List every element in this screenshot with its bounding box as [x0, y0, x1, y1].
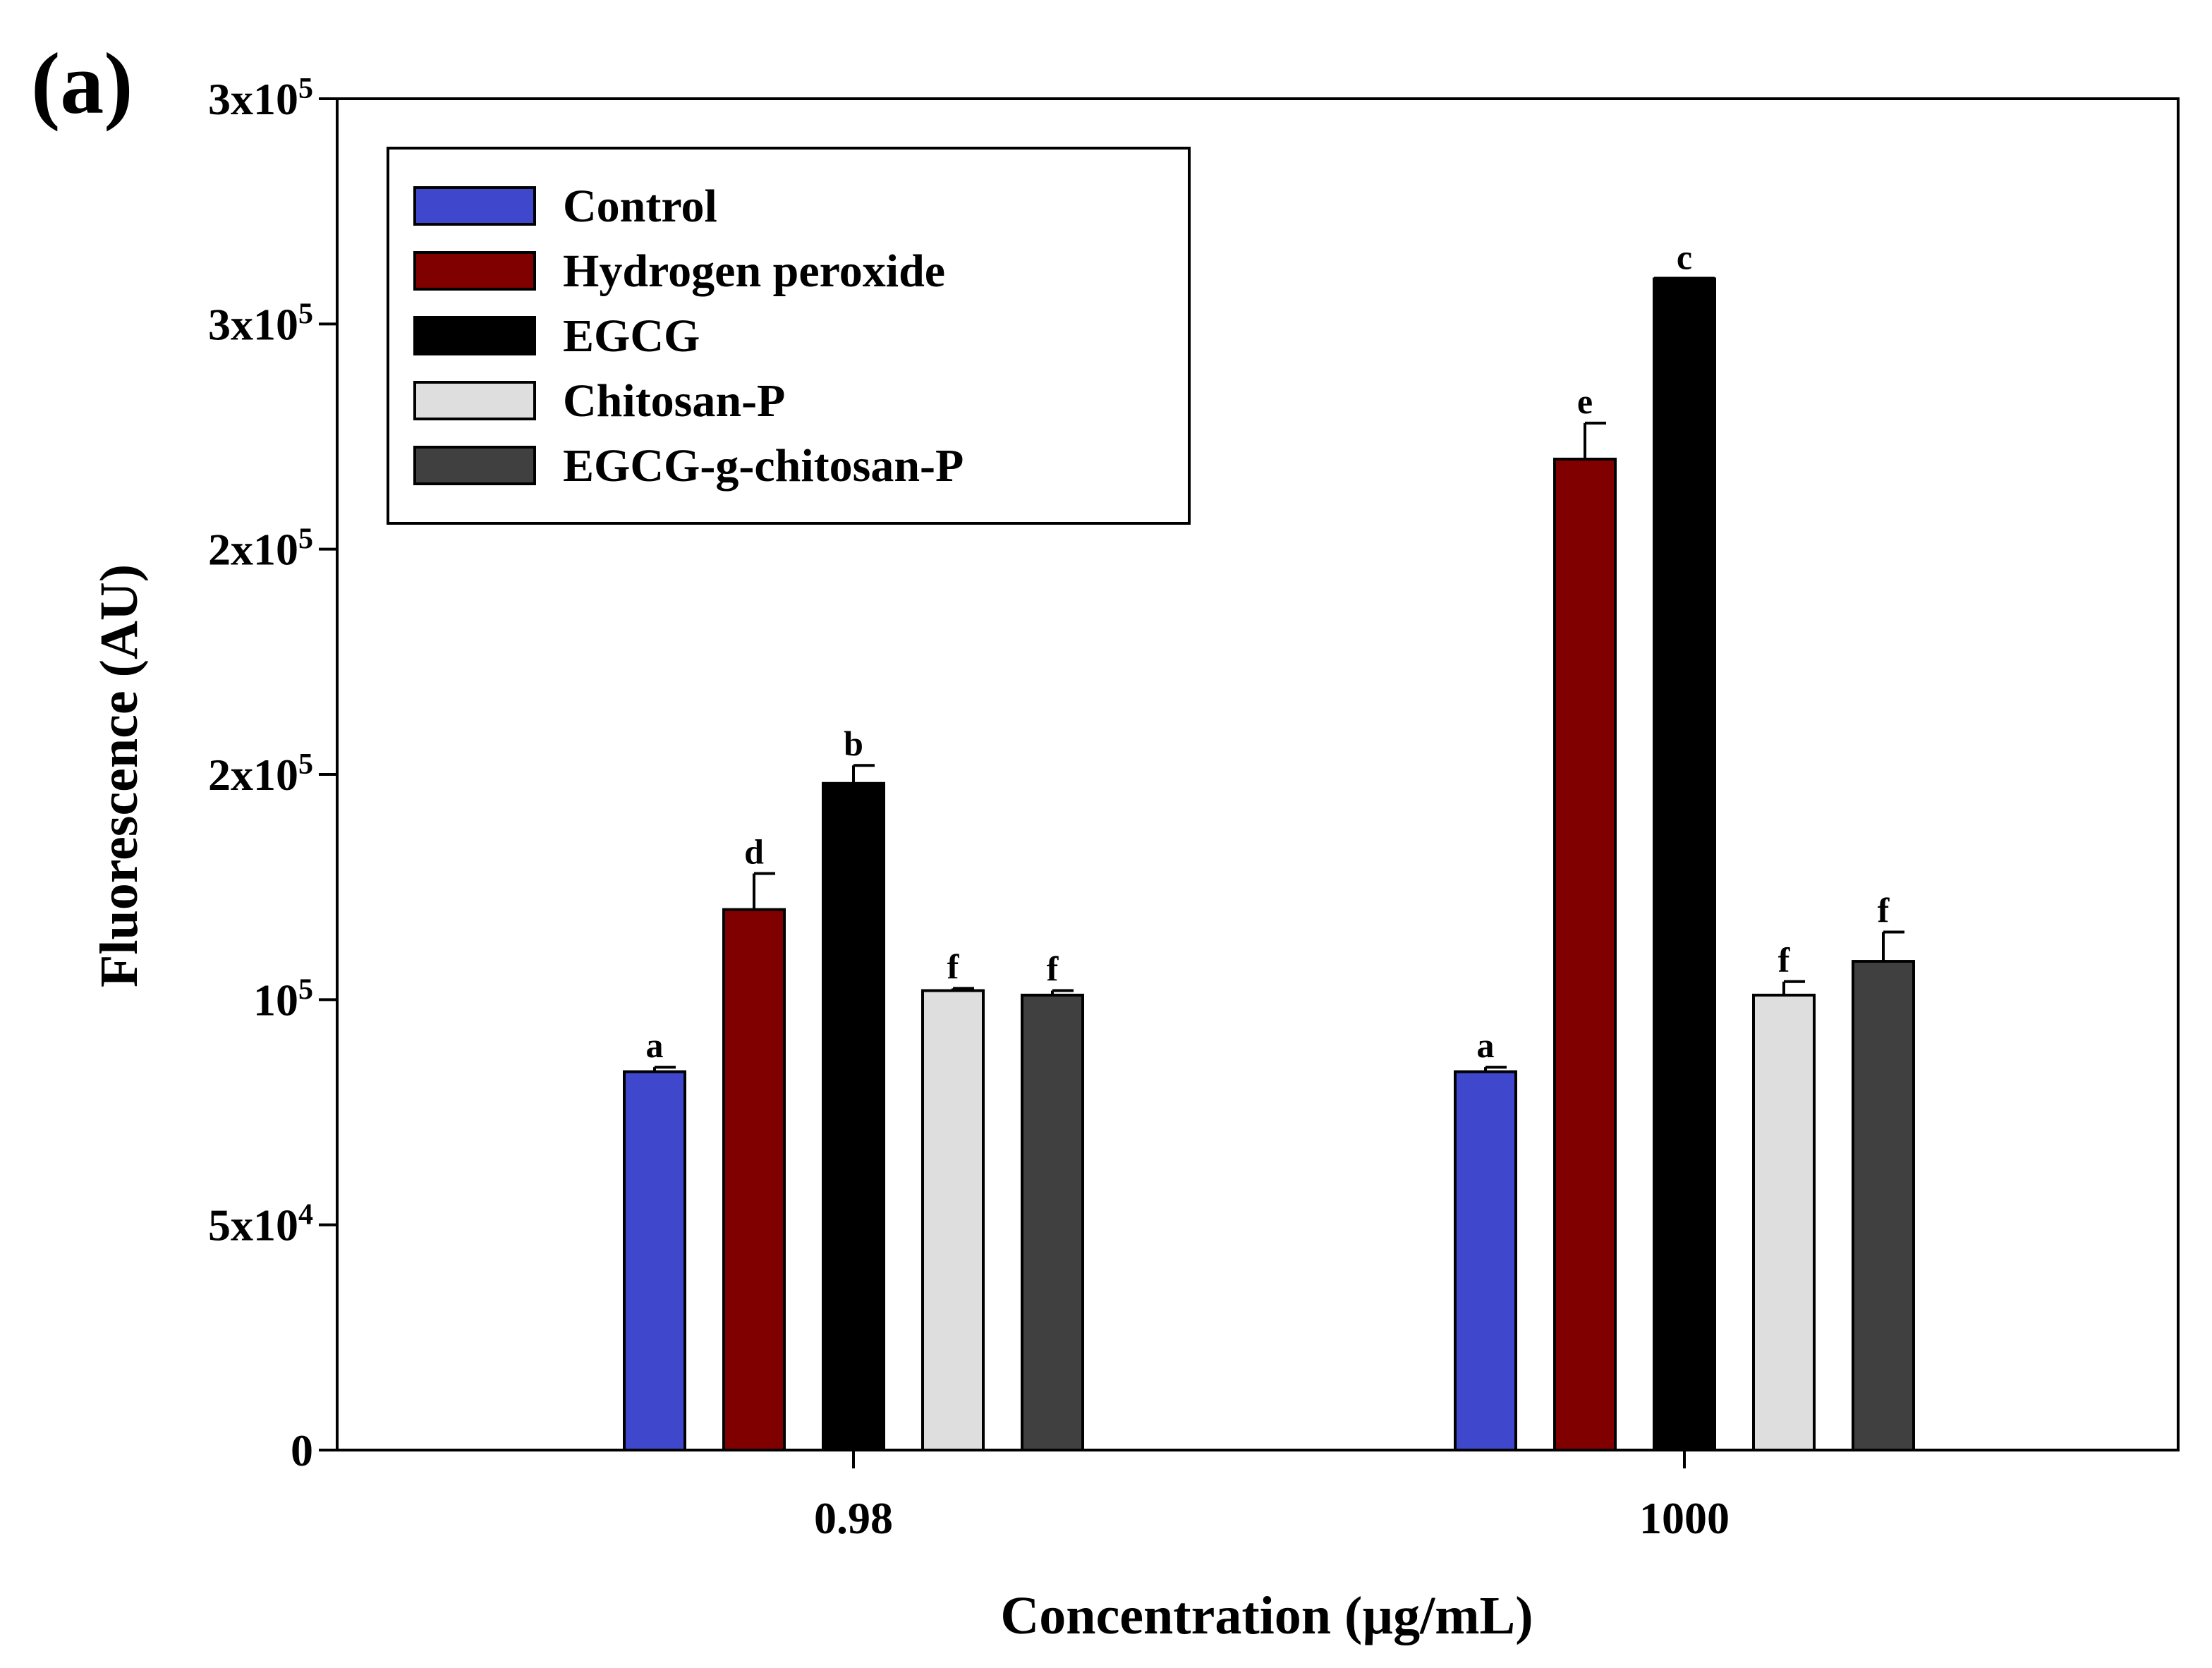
y-tick-label: 3x105 — [208, 73, 313, 124]
legend-label: Hydrogen peroxide — [563, 245, 945, 297]
significance-label: d — [744, 832, 764, 872]
bar — [921, 989, 985, 1452]
bar — [722, 908, 786, 1451]
y-tick-label: 2x105 — [208, 523, 313, 575]
bar — [1454, 1070, 1517, 1451]
significance-label: c — [1677, 237, 1692, 276]
legend-swatch — [413, 186, 536, 226]
bar — [1553, 457, 1617, 1451]
significance-label: e — [1577, 382, 1593, 421]
legend-swatch — [413, 446, 536, 485]
significance-label: a — [646, 1025, 664, 1065]
legend-swatch — [413, 381, 536, 420]
significance-label: a — [1477, 1025, 1495, 1065]
y-tick-label: 2x105 — [208, 748, 313, 800]
legend: Control Hydrogen peroxide EGCG Chitosan-P EG… — [387, 147, 1191, 525]
y-tick-label: 3x105 — [208, 298, 313, 349]
legend-label: EGCG — [563, 310, 700, 362]
legend-label: Chitosan-P — [563, 375, 785, 427]
significance-label: b — [844, 724, 863, 763]
legend-swatch — [413, 316, 536, 355]
x-tick-label: 1000 — [1639, 1493, 1730, 1543]
panel-label: (a) — [31, 35, 133, 132]
significance-label: f — [1778, 940, 1791, 980]
significance-label: f — [947, 946, 960, 986]
bar — [1852, 960, 1915, 1451]
legend-swatch — [413, 251, 536, 291]
bar — [1653, 277, 1716, 1451]
y-tick-label: 5x104 — [208, 1199, 313, 1250]
y-tick-label: 105 — [253, 973, 313, 1025]
legend-label: Control — [563, 181, 717, 232]
significance-label: f — [1047, 949, 1059, 989]
x-axis-label: Concentration (µg/mL) — [1000, 1586, 1533, 1645]
bar — [1021, 993, 1084, 1451]
x-tick-label: 0.98 — [814, 1493, 893, 1543]
legend-label: EGCG-g-chitosan-P — [563, 440, 964, 492]
y-tick-label: 0 — [291, 1425, 313, 1475]
significance-label: f — [1878, 891, 1890, 930]
bar — [822, 781, 885, 1451]
y-axis-label: Fluorescence (AU) — [90, 564, 149, 987]
bar — [1752, 993, 1816, 1451]
bar — [623, 1070, 686, 1451]
